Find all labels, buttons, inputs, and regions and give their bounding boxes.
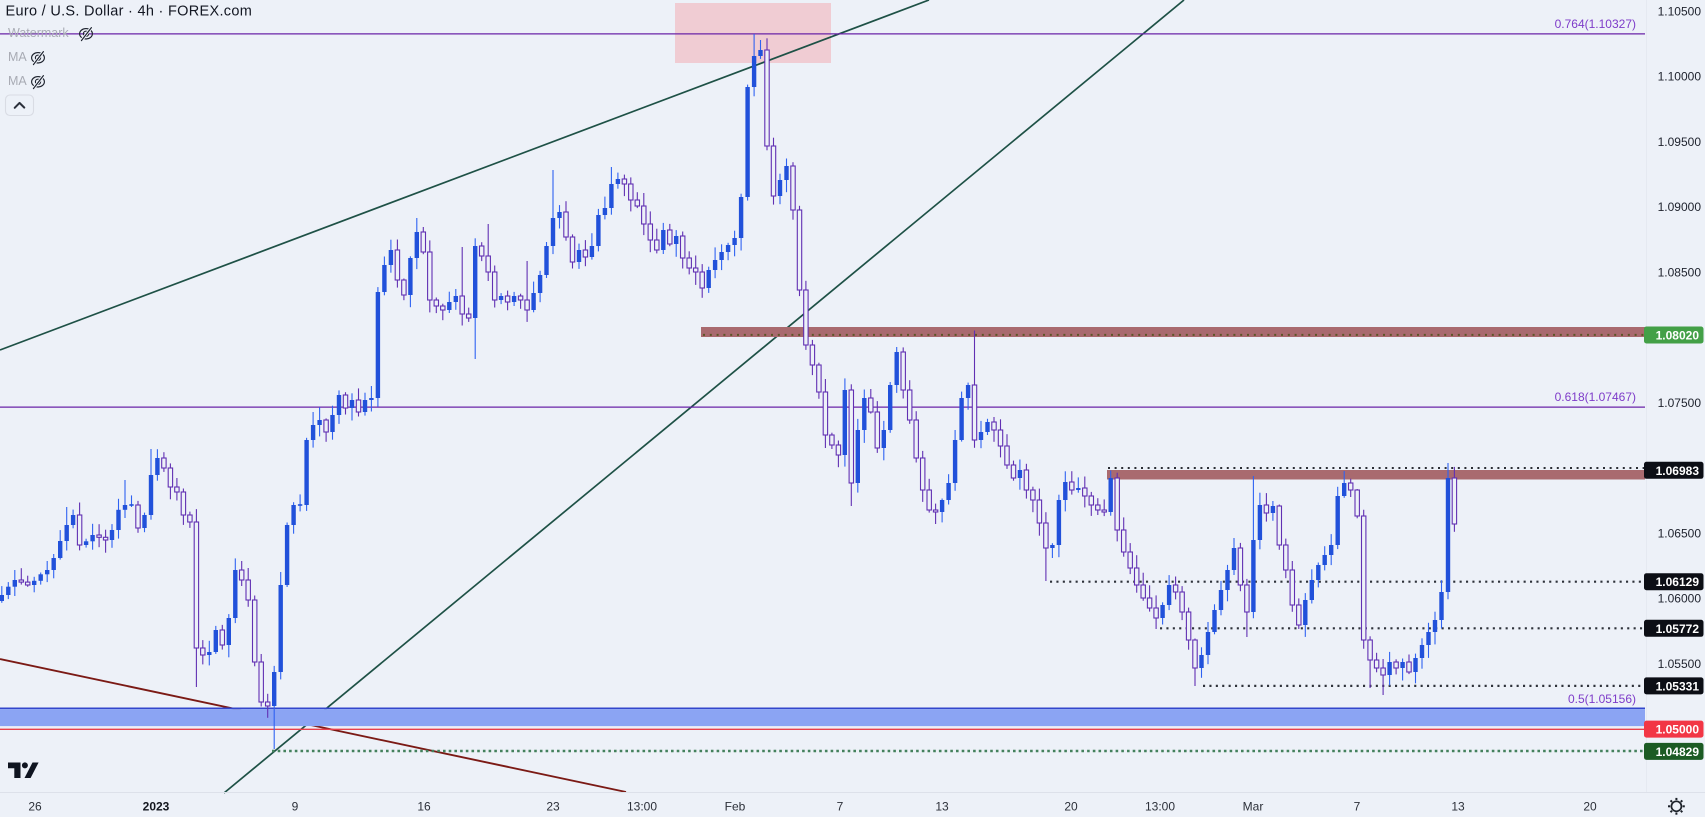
svg-text:1.08020: 1.08020	[1656, 329, 1700, 343]
svg-text:1.09500: 1.09500	[1658, 135, 1702, 149]
svg-text:7: 7	[837, 800, 844, 814]
svg-text:MA: MA	[8, 74, 27, 88]
svg-text:2023: 2023	[143, 800, 170, 814]
svg-text:1.06500: 1.06500	[1658, 526, 1702, 540]
svg-text:7: 7	[1354, 800, 1361, 814]
svg-text:1.06000: 1.06000	[1658, 592, 1702, 606]
svg-text:1.10000: 1.10000	[1658, 70, 1702, 84]
svg-text:1.04829: 1.04829	[1656, 745, 1700, 759]
svg-text:1.07500: 1.07500	[1658, 396, 1702, 410]
svg-text:Feb: Feb	[725, 800, 746, 814]
svg-text:23: 23	[546, 800, 560, 814]
svg-text:1.05331: 1.05331	[1656, 679, 1700, 693]
svg-text:0.618(1.07467): 0.618(1.07467)	[1555, 390, 1636, 404]
svg-text:0.5(1.05156): 0.5(1.05156)	[1568, 692, 1636, 706]
svg-text:1.05500: 1.05500	[1658, 657, 1702, 671]
svg-text:1.06983: 1.06983	[1656, 464, 1700, 478]
svg-text:13:00: 13:00	[1145, 800, 1175, 814]
svg-text:1.05772: 1.05772	[1656, 622, 1700, 636]
svg-text:MA: MA	[8, 50, 27, 64]
svg-text:9: 9	[292, 800, 299, 814]
svg-text:1.06129: 1.06129	[1656, 575, 1700, 589]
svg-text:1.08500: 1.08500	[1658, 265, 1702, 279]
svg-text:16: 16	[417, 800, 431, 814]
svg-text:0.764(1.10327): 0.764(1.10327)	[1555, 17, 1636, 31]
svg-text:1.05000: 1.05000	[1656, 723, 1700, 737]
svg-text:Mar: Mar	[1243, 800, 1264, 814]
svg-text:13:00: 13:00	[627, 800, 657, 814]
svg-text:20: 20	[1064, 800, 1078, 814]
svg-text:Watermark: Watermark	[8, 26, 69, 40]
svg-text:Euro / U.S. Dollar · 4h · FORE: Euro / U.S. Dollar · 4h · FOREX.com	[6, 4, 253, 20]
svg-text:26: 26	[28, 800, 42, 814]
svg-text:13: 13	[1451, 800, 1465, 814]
svg-text:1.09000: 1.09000	[1658, 200, 1702, 214]
svg-text:1.10500: 1.10500	[1658, 4, 1702, 18]
svg-text:13: 13	[935, 800, 949, 814]
svg-text:20: 20	[1583, 800, 1597, 814]
